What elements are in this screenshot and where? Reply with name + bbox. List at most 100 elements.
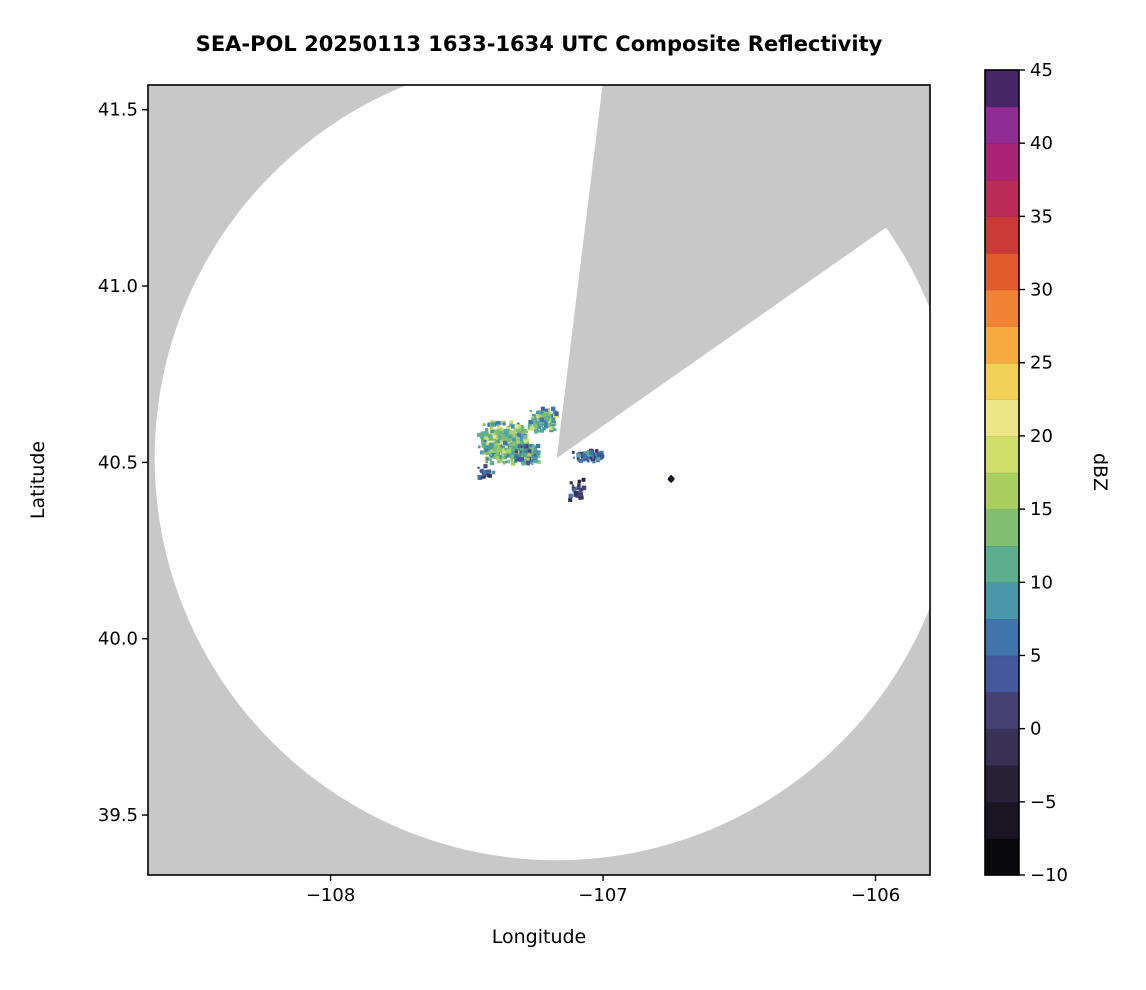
echo-cell	[529, 426, 535, 431]
colorbar-segment	[984, 69, 1020, 108]
echo-cell	[522, 434, 528, 440]
echo-cell	[524, 438, 530, 443]
echo-cell	[507, 447, 510, 450]
echo-cell	[579, 487, 584, 492]
echo-cell	[544, 408, 548, 412]
echo-cell	[490, 434, 495, 439]
echo-cell	[535, 421, 539, 425]
echo-cell	[487, 469, 492, 474]
echo-cell	[496, 425, 501, 431]
echo-cell	[497, 429, 500, 432]
echo-cell	[589, 450, 594, 455]
echo-cell	[493, 454, 497, 457]
echo-cell	[534, 457, 538, 460]
echo-cell	[480, 440, 485, 445]
colorbar-segment	[984, 435, 1020, 474]
echo-cell	[489, 458, 492, 461]
echo-cell	[568, 493, 573, 498]
echo-cell	[513, 434, 517, 439]
x-tick-label: −107	[578, 885, 627, 906]
echo-cell	[507, 425, 511, 429]
echo-cell	[543, 420, 548, 425]
echo-cell	[572, 488, 577, 493]
echo-cell	[543, 424, 548, 429]
echo-cell	[480, 468, 485, 474]
echo-cell	[519, 444, 522, 447]
echo-cell	[495, 430, 500, 436]
echo-cell	[504, 436, 508, 440]
echo-cell	[569, 481, 573, 485]
echo-cell	[581, 457, 586, 462]
echo-cell	[499, 448, 503, 452]
echo-cell	[581, 485, 587, 491]
echo-cell	[482, 423, 486, 427]
echo-cell	[491, 430, 495, 434]
echo-cell	[596, 452, 600, 456]
echo-cell	[509, 446, 512, 450]
echo-cell	[537, 425, 542, 430]
echo-cell	[501, 430, 505, 433]
colorbar-segment	[984, 691, 1020, 730]
echo-cell	[507, 432, 513, 437]
echo-cell	[511, 451, 515, 455]
colorbar-tick-label: 40	[1030, 133, 1053, 154]
echo-cell	[547, 415, 550, 419]
echo-cell	[489, 455, 494, 459]
echo-cell	[538, 414, 543, 419]
echo-cell	[501, 457, 505, 460]
echo-cell	[492, 456, 496, 459]
echo-cell	[589, 448, 593, 452]
echo-cell	[549, 428, 554, 433]
echo-cell	[587, 456, 590, 459]
echo-cell	[510, 424, 516, 429]
echo-cell	[515, 440, 521, 445]
echo-cell	[545, 417, 548, 420]
echo-cell	[502, 430, 507, 434]
colorbar-segment	[984, 106, 1020, 144]
echo-cell	[485, 460, 489, 464]
echo-cell	[535, 424, 539, 428]
echo-cell	[537, 460, 541, 464]
echo-cell	[577, 483, 581, 487]
echo-cell	[482, 471, 487, 475]
echo-cell	[480, 451, 484, 455]
echo-cell	[514, 450, 518, 454]
echo-cell	[477, 445, 481, 449]
echo-cell	[501, 438, 506, 443]
colorbar-tick-label: −5	[1030, 792, 1057, 813]
echo-cell	[515, 433, 520, 438]
echo-cell	[512, 448, 516, 452]
echo-cell	[519, 450, 522, 454]
echo-cell	[667, 475, 675, 484]
echo-cell	[484, 441, 489, 446]
echo-cell	[586, 459, 590, 463]
echo-cell	[542, 427, 546, 431]
echo-cell	[489, 446, 493, 450]
echo-cell	[596, 457, 601, 461]
y-tick-label: 39.5	[98, 805, 138, 826]
echo-cell	[578, 492, 584, 497]
echo-cell	[488, 434, 492, 438]
colorbar-segment	[984, 618, 1020, 657]
echo-cell	[492, 434, 497, 439]
echo-cell	[495, 451, 500, 456]
y-tick-label: 40.0	[98, 629, 138, 650]
echo-cell	[589, 457, 592, 460]
y-tick-label: 41.5	[98, 100, 138, 121]
colorbar-segment	[984, 289, 1020, 327]
colorbar-tick-label: 25	[1030, 353, 1053, 374]
echo-cell	[499, 459, 503, 463]
echo-cell	[531, 462, 534, 466]
axes-ticks: −108 −107 −106 39.5 40.0 40.5 41.0 41.5	[98, 100, 900, 906]
echo-cell	[492, 447, 496, 452]
echo-cell	[526, 457, 530, 461]
colorbar-segment	[984, 765, 1020, 803]
echo-cell	[530, 447, 534, 452]
echo-cell	[516, 422, 520, 426]
echo-cell	[510, 458, 514, 462]
echo-cell	[502, 461, 505, 464]
echo-cell	[586, 453, 590, 457]
echo-cell	[512, 444, 516, 448]
echo-cell	[573, 493, 577, 497]
